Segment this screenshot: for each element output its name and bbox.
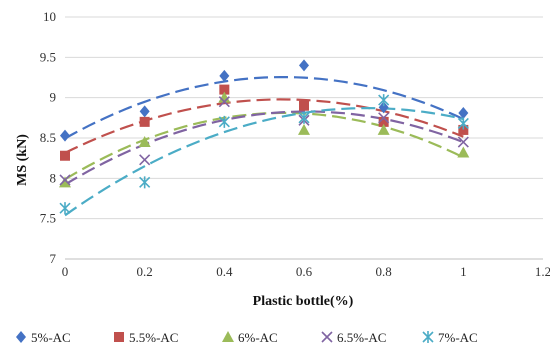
legend-label: 5.5%-AC: [129, 330, 178, 345]
data-point: [457, 117, 469, 130]
legend-label: 6.5%-AC: [337, 330, 386, 345]
data-point: [298, 123, 310, 135]
y-tick-label: 7: [50, 251, 57, 266]
y-tick-label: 9.5: [40, 49, 56, 64]
data-point: [139, 116, 150, 127]
x-tick-label: 0.8: [376, 264, 392, 279]
x-tick-label: 1.2: [535, 264, 550, 279]
y-tick-label: 8: [50, 170, 57, 185]
legend-marker: [16, 331, 26, 343]
legend-item: 5%-AC: [16, 330, 71, 345]
data-point: [457, 146, 470, 158]
y-tick-label: 10: [43, 9, 56, 24]
x-tick-label: 0.2: [137, 264, 153, 279]
tick-layer: 7 7.5 8 8.5 9 9.5 10 0 0.2 0.4 0.6 0.8 1 1.2: [40, 9, 550, 279]
data-point: [60, 150, 70, 161]
trendline-3: [64, 110, 464, 186]
legend-marker: [321, 331, 333, 343]
data-point: [458, 106, 469, 119]
data-point: [378, 101, 389, 114]
trendline-0: [64, 75, 464, 140]
data-point: [457, 136, 469, 148]
data-point: [139, 154, 151, 166]
legend-label: 6%-AC: [238, 330, 278, 345]
legend-marker: [422, 331, 434, 343]
data-point: [59, 202, 71, 215]
trendline-1: [64, 98, 464, 154]
legend-item: 6%-AC: [222, 330, 278, 345]
data-point: [298, 111, 310, 124]
data-point: [299, 59, 309, 72]
data-point: [219, 69, 230, 82]
legend-label: 7%-AC: [438, 330, 478, 345]
legend-item: 5.5%-AC: [114, 330, 178, 345]
legend: 5%-AC 5.5%-AC 6%-AC 6.5%-AC 7%-AC: [16, 330, 478, 345]
data-point: [218, 115, 230, 128]
legend-marker: [222, 331, 234, 342]
marker-layer: [59, 59, 470, 215]
data-point: [219, 84, 230, 95]
x-tick-label: 0.4: [216, 264, 233, 279]
x-axis-label: Plastic bottle(%): [253, 294, 354, 309]
trendline-4: [64, 106, 464, 217]
grid-layer: [65, 16, 543, 260]
trendline-layer: [64, 75, 464, 217]
y-tick-label: 7.5: [40, 211, 56, 226]
data-point: [378, 112, 390, 124]
data-point: [218, 91, 231, 103]
data-point: [378, 94, 390, 107]
legend-item: 7%-AC: [422, 330, 478, 345]
x-tick-label: 1: [460, 264, 467, 279]
data-point: [377, 123, 390, 135]
data-point: [60, 129, 70, 142]
data-point: [138, 136, 151, 148]
data-point: [378, 116, 389, 127]
legend-marker: [114, 332, 124, 342]
y-axis-label: MS (kN): [15, 134, 30, 186]
x-tick-label: 0: [62, 264, 69, 279]
y-tick-label: 9: [50, 90, 57, 105]
data-point: [299, 100, 309, 111]
data-point: [59, 176, 71, 188]
legend-label: 5%-AC: [31, 330, 71, 345]
data-point: [139, 105, 150, 118]
data-point: [458, 124, 469, 135]
y-tick-label: 8.5: [40, 130, 56, 145]
data-point: [218, 96, 230, 108]
legend-item: 6.5%-AC: [321, 330, 386, 345]
data-point: [59, 174, 71, 186]
x-tick-label: 0.6: [296, 264, 313, 279]
data-point: [139, 176, 151, 189]
